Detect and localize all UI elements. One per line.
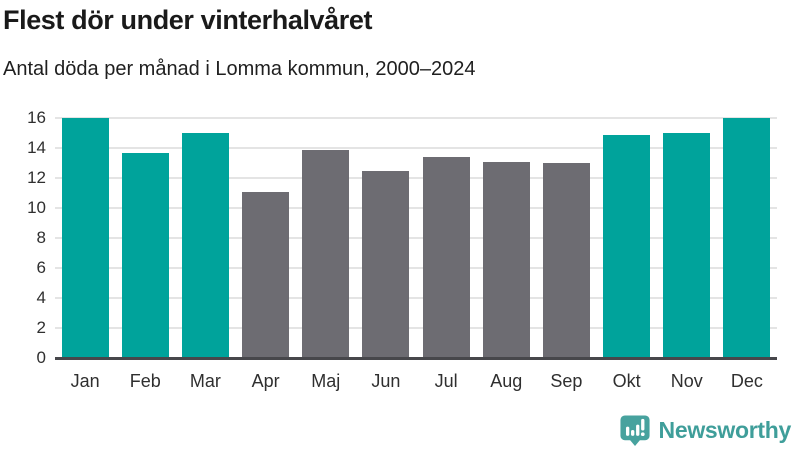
y-axis-label-14: 14: [27, 138, 46, 157]
brand-name: Newsworthy: [658, 417, 792, 443]
y-axis-label-4: 4: [36, 288, 46, 307]
x-axis-label-jun: Jun: [371, 371, 401, 391]
x-axis-label-nov: Nov: [670, 371, 703, 391]
x-axis-line: [55, 357, 777, 360]
gridline-14: [55, 147, 777, 149]
bar-apr: [242, 191, 290, 358]
gridline-2: [55, 327, 777, 329]
bar-okt: [603, 134, 651, 358]
gridline-12: [55, 177, 777, 179]
x-axis-label-jul: Jul: [434, 371, 458, 391]
gridline-4: [55, 297, 777, 299]
x-axis-label-dec: Dec: [730, 371, 763, 391]
x-axis-label-feb: Feb: [129, 371, 161, 391]
x-axis-label-sep: Sep: [550, 371, 583, 391]
y-axis-label-16: 16: [27, 108, 46, 127]
bar-dec: [723, 118, 771, 358]
y-axis-label-0: 0: [36, 348, 46, 367]
bar-mar: [181, 133, 229, 358]
bar-sep: [542, 163, 590, 358]
gridline-16: [55, 117, 777, 119]
bar-nov: [663, 133, 711, 358]
y-axis-label-8: 8: [36, 228, 46, 247]
gridline-8: [55, 237, 777, 239]
chart-subtitle: Antal döda per månad i Lomma kommun, 200…: [3, 58, 476, 80]
x-axis-label-okt: Okt: [612, 371, 641, 391]
bar-maj: [302, 149, 350, 358]
y-axis-label-12: 12: [27, 168, 46, 187]
brand-footer: Newsworthy: [619, 414, 791, 447]
bar-jun: [362, 170, 410, 358]
bar-jan: [61, 118, 109, 358]
x-axis-label-mar: Mar: [189, 371, 221, 391]
gridline-10: [55, 207, 777, 209]
y-axis-label-10: 10: [27, 198, 46, 217]
x-axis-label-jan: Jan: [70, 371, 100, 391]
bar-aug: [482, 161, 530, 358]
x-axis-label-maj: Maj: [311, 371, 341, 391]
y-axis-label-6: 6: [36, 258, 46, 277]
y-axis-label-2: 2: [36, 318, 46, 337]
newsworthy-logo-icon: [619, 415, 650, 447]
bar-jul: [422, 157, 470, 358]
x-axis-label-aug: Aug: [490, 371, 523, 391]
bar-feb: [121, 152, 169, 358]
chart-title: Flest dör under vinterhalvåret: [3, 5, 373, 35]
gridline-6: [55, 267, 777, 269]
x-axis-label-apr: Apr: [251, 371, 280, 391]
